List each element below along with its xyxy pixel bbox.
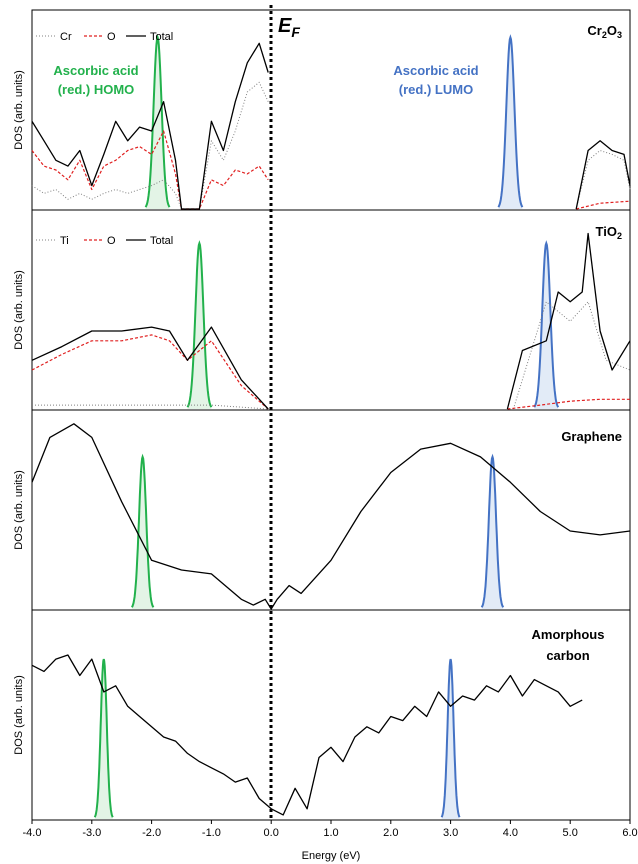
lumo-peak-curve bbox=[440, 658, 461, 818]
series-total-line bbox=[31, 654, 583, 816]
panel-graphene-title: Graphene bbox=[561, 429, 622, 444]
x-tick-label: 2.0 bbox=[383, 827, 398, 839]
x-tick-label: 3.0 bbox=[443, 827, 458, 839]
series-total-line bbox=[31, 423, 631, 610]
legend-o2-label: O bbox=[107, 235, 116, 247]
lumo-peak-curve bbox=[533, 240, 560, 408]
panel-cr2o3-title: Cr2O3 bbox=[587, 23, 622, 40]
panel-cr2o3-frame bbox=[31, 9, 631, 211]
x-tick-label: 1.0 bbox=[323, 827, 338, 839]
ylabel-cr2o3: DOS (arb. units) bbox=[13, 70, 25, 149]
x-tick-label: 0.0 bbox=[264, 827, 279, 839]
panel-amorphous-title-line2: carbon bbox=[546, 648, 589, 663]
series-o-line bbox=[31, 334, 630, 410]
homo-peak-curve bbox=[93, 658, 114, 818]
series-total-line bbox=[31, 42, 631, 210]
homo-peak-curve bbox=[131, 453, 155, 608]
panel-tio2-plot bbox=[31, 232, 631, 410]
x-tick-label: -3.0 bbox=[82, 827, 101, 839]
homo-peak-curve bbox=[144, 34, 171, 208]
legend-cr-label: Cr bbox=[60, 31, 72, 43]
legend-total2-label: Total bbox=[150, 235, 173, 247]
legend-tio2: Ti O Total bbox=[36, 235, 173, 247]
fermi-level-label: EF bbox=[278, 15, 300, 40]
x-axis: -4.0 -3.0 -2.0 -1.0 0.0 1.0 2.0 3.0 4.0 5.0 6.0 bbox=[23, 820, 638, 839]
panel-amorphous-title: Amorphous bbox=[532, 627, 605, 642]
lumo-peak-curve bbox=[497, 34, 524, 208]
lumo-annotation-line1: Ascorbic acid bbox=[393, 63, 478, 78]
panel-tio2-title: TiO2 bbox=[596, 224, 622, 241]
homo-peak-curve bbox=[186, 240, 213, 408]
x-axis-title: Energy (eV) bbox=[302, 850, 361, 862]
legend-ti-label: Ti bbox=[60, 235, 69, 247]
panel-graphene-plot bbox=[31, 423, 631, 610]
series-cr-line bbox=[31, 81, 631, 210]
x-tick-label: 5.0 bbox=[563, 827, 578, 839]
legend-total-label: Total bbox=[150, 31, 173, 43]
legend-o-label: O bbox=[107, 31, 116, 43]
x-tick-label: -4.0 bbox=[23, 827, 42, 839]
x-tick-label: -2.0 bbox=[142, 827, 161, 839]
ylabel-graphene: DOS (arb. units) bbox=[13, 470, 25, 549]
homo-annotation-line2: (red.) HOMO bbox=[58, 82, 135, 97]
series-total-line bbox=[31, 232, 631, 410]
panel-amorphous-plot bbox=[31, 654, 583, 819]
ylabel-amorphous: DOS (arb. units) bbox=[13, 675, 25, 754]
lumo-annotation-line2: (red.) LUMO bbox=[399, 82, 473, 97]
lumo-peak-curve bbox=[480, 453, 505, 608]
legend-cr2o3: Cr O Total bbox=[36, 31, 173, 43]
panel-cr2o3-plot bbox=[31, 34, 631, 210]
panel-graphene-frame bbox=[31, 409, 631, 611]
x-tick-label: -1.0 bbox=[202, 827, 221, 839]
homo-annotation-line1: Ascorbic acid bbox=[53, 63, 138, 78]
series-o-line bbox=[31, 130, 631, 210]
x-tick-label: 4.0 bbox=[503, 827, 518, 839]
ylabel-tio2: DOS (arb. units) bbox=[13, 270, 25, 349]
x-tick-label: 6.0 bbox=[622, 827, 637, 839]
